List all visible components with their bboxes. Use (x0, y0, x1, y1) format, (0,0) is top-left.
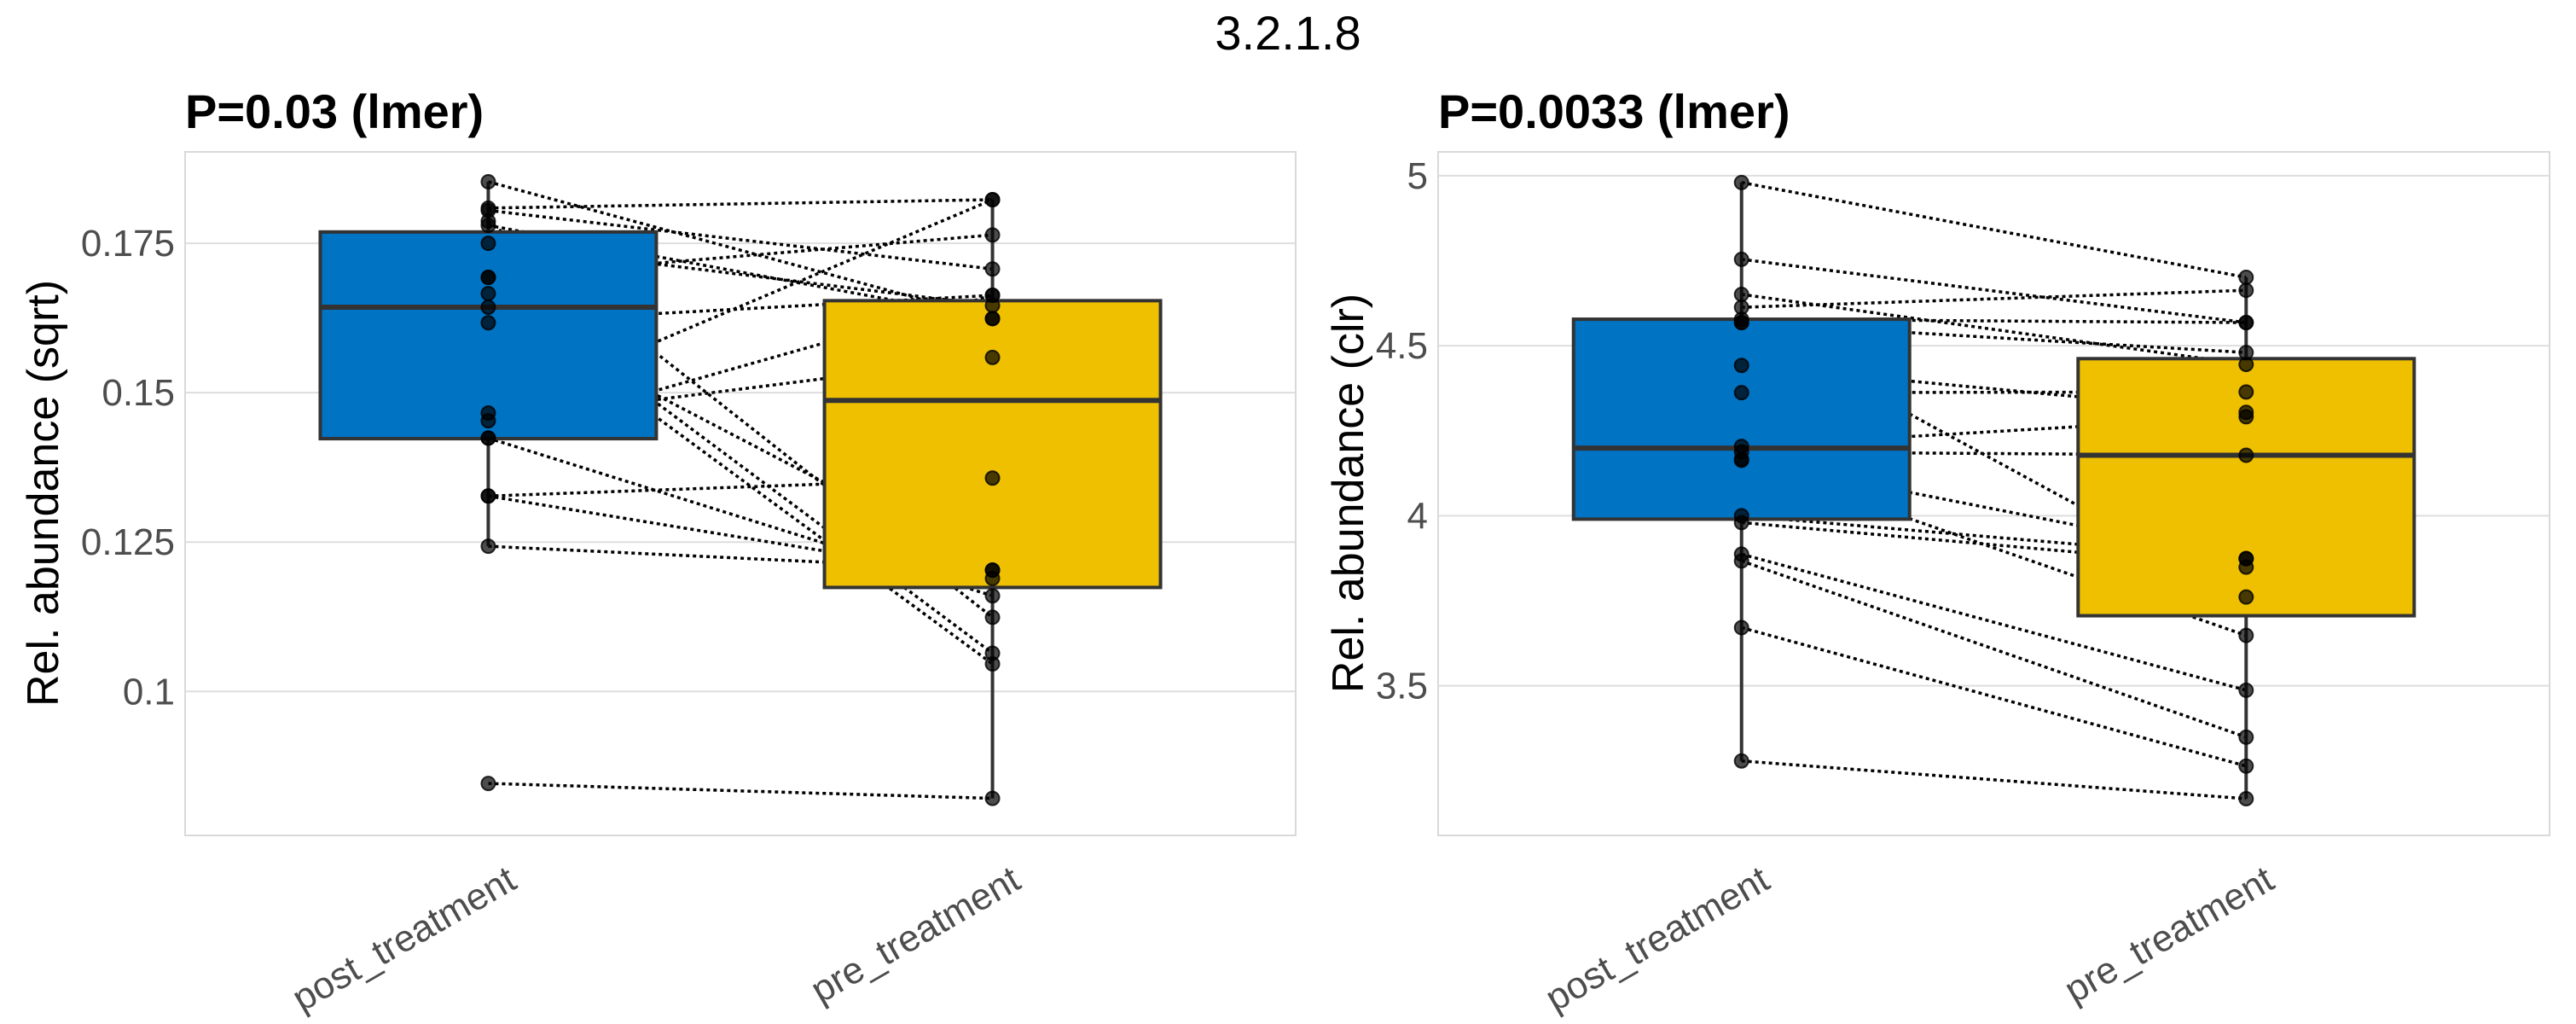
box-pre_treatment (822, 299, 1163, 590)
y-tick-label: 0.175 (81, 223, 175, 265)
data-point-pre (984, 562, 1001, 579)
data-point-post (480, 300, 496, 316)
pair-line (488, 476, 993, 498)
data-point-post (1733, 174, 1749, 190)
pair-line (1741, 552, 2247, 692)
data-point-pre (984, 656, 1001, 672)
data-point-post (1733, 452, 1749, 468)
pair-line (488, 544, 993, 572)
data-point-pre (984, 192, 1001, 208)
y-tick-label: 0.125 (81, 521, 175, 563)
x-tick-label: post_treatment (1539, 858, 1777, 1020)
pair-line (488, 782, 993, 800)
data-point-pre (2238, 345, 2254, 361)
box-post_treatment (1571, 317, 1912, 521)
y-tick-label: 4 (1407, 495, 1428, 537)
data-point-pre (984, 349, 1001, 365)
data-point-post (1733, 358, 1749, 374)
data-point-post (1733, 251, 1749, 267)
data-point-post (1733, 553, 1749, 569)
data-point-pre (2238, 315, 2254, 331)
data-point-post (480, 218, 496, 234)
data-point-pre (2238, 282, 2254, 299)
pair-line (1741, 759, 2247, 800)
data-point-post (480, 413, 496, 429)
y-ticks: 3.5 4 4.5 5 (1376, 155, 1428, 707)
data-point-post (480, 174, 496, 190)
y-tick-label: 0.1 (123, 671, 175, 713)
panel-title: P=0.0033 (lmer) (1438, 84, 1790, 138)
data-point-pre (984, 261, 1001, 277)
data-point-pre (984, 588, 1001, 604)
data-point-post (480, 270, 496, 286)
panel-border (184, 151, 1297, 836)
figure-title: 3.2.1.8 (1215, 6, 1361, 60)
pair-line (1741, 288, 2247, 309)
y-axis-label: Rel. abundance (sqrt) (19, 280, 68, 707)
data-point-pre (984, 790, 1001, 806)
y-tick-label: 3.5 (1376, 666, 1428, 707)
data-point-post (480, 285, 496, 301)
x-tick-label: pre_treatment (2057, 858, 2281, 1011)
data-point-pre (2238, 682, 2254, 698)
data-point-pre (984, 311, 1001, 327)
data-point-post (480, 236, 496, 252)
x-ticks: post_treatment pre_treatment (1539, 858, 2281, 1020)
pair-line (1741, 521, 2247, 569)
panel-border (1437, 151, 2550, 836)
y-ticks: 0.1 0.125 0.15 0.175 (81, 223, 175, 713)
data-point-pre (2238, 384, 2254, 400)
pair-line (1741, 181, 2247, 279)
panel-title: P=0.03 (lmer) (185, 84, 484, 138)
boxes (318, 182, 1163, 799)
pair-line (1741, 258, 2247, 324)
data-point-pre (984, 609, 1001, 625)
data-point-post (480, 776, 496, 792)
data-point-pre (2238, 559, 2254, 575)
data-point-pre (2238, 627, 2254, 643)
data-point-post (480, 488, 496, 504)
boxes (1571, 182, 2416, 799)
data-point-post (1733, 620, 1749, 636)
data-point-post (1733, 385, 1749, 401)
x-ticks: post_treatment pre_treatment (285, 858, 1027, 1020)
data-point-post (480, 430, 496, 446)
pair-line (487, 294, 994, 440)
pair-line (487, 180, 994, 321)
points (480, 174, 1001, 806)
y-tick-label: 4.5 (1376, 325, 1428, 367)
pair-line (1741, 293, 2247, 366)
data-point-post (480, 315, 496, 331)
x-tick-label: pre_treatment (804, 858, 1027, 1011)
data-point-pre (2238, 409, 2254, 425)
y-tick-label: 5 (1407, 155, 1428, 197)
data-point-pre (2238, 589, 2254, 605)
data-point-pre (2238, 790, 2254, 806)
data-point-post (480, 538, 496, 555)
box-post_treatment (318, 230, 659, 441)
data-point-post (1733, 753, 1749, 769)
pair-line (488, 198, 993, 210)
data-point-pre (2238, 758, 2254, 774)
data-point-pre (984, 470, 1001, 486)
points (1733, 174, 2254, 806)
data-point-pre (2238, 447, 2254, 463)
x-tick-label: post_treatment (285, 858, 523, 1020)
data-point-post (1733, 286, 1749, 302)
data-point-post (1733, 515, 1749, 531)
panel-clr: P=0.0033 (lmer) Rel. abundance (clr) 3.5… (1324, 84, 2550, 1020)
data-point-post (1733, 315, 1749, 331)
y-tick-label: 0.15 (102, 372, 175, 414)
data-point-pre (984, 288, 1001, 304)
data-point-pre (984, 227, 1001, 243)
y-axis-label: Rel. abundance (clr) (1324, 294, 1373, 693)
panel-sqrt: P=0.03 (lmer) Rel. abundance (sqrt) 0.10… (19, 84, 1297, 1020)
pair-line (1741, 514, 2247, 561)
pair-line (1741, 559, 2247, 739)
data-point-pre (2238, 729, 2254, 745)
pair-line (488, 208, 993, 271)
pair-line (1741, 625, 2247, 768)
data-point-pre (2238, 270, 2254, 286)
